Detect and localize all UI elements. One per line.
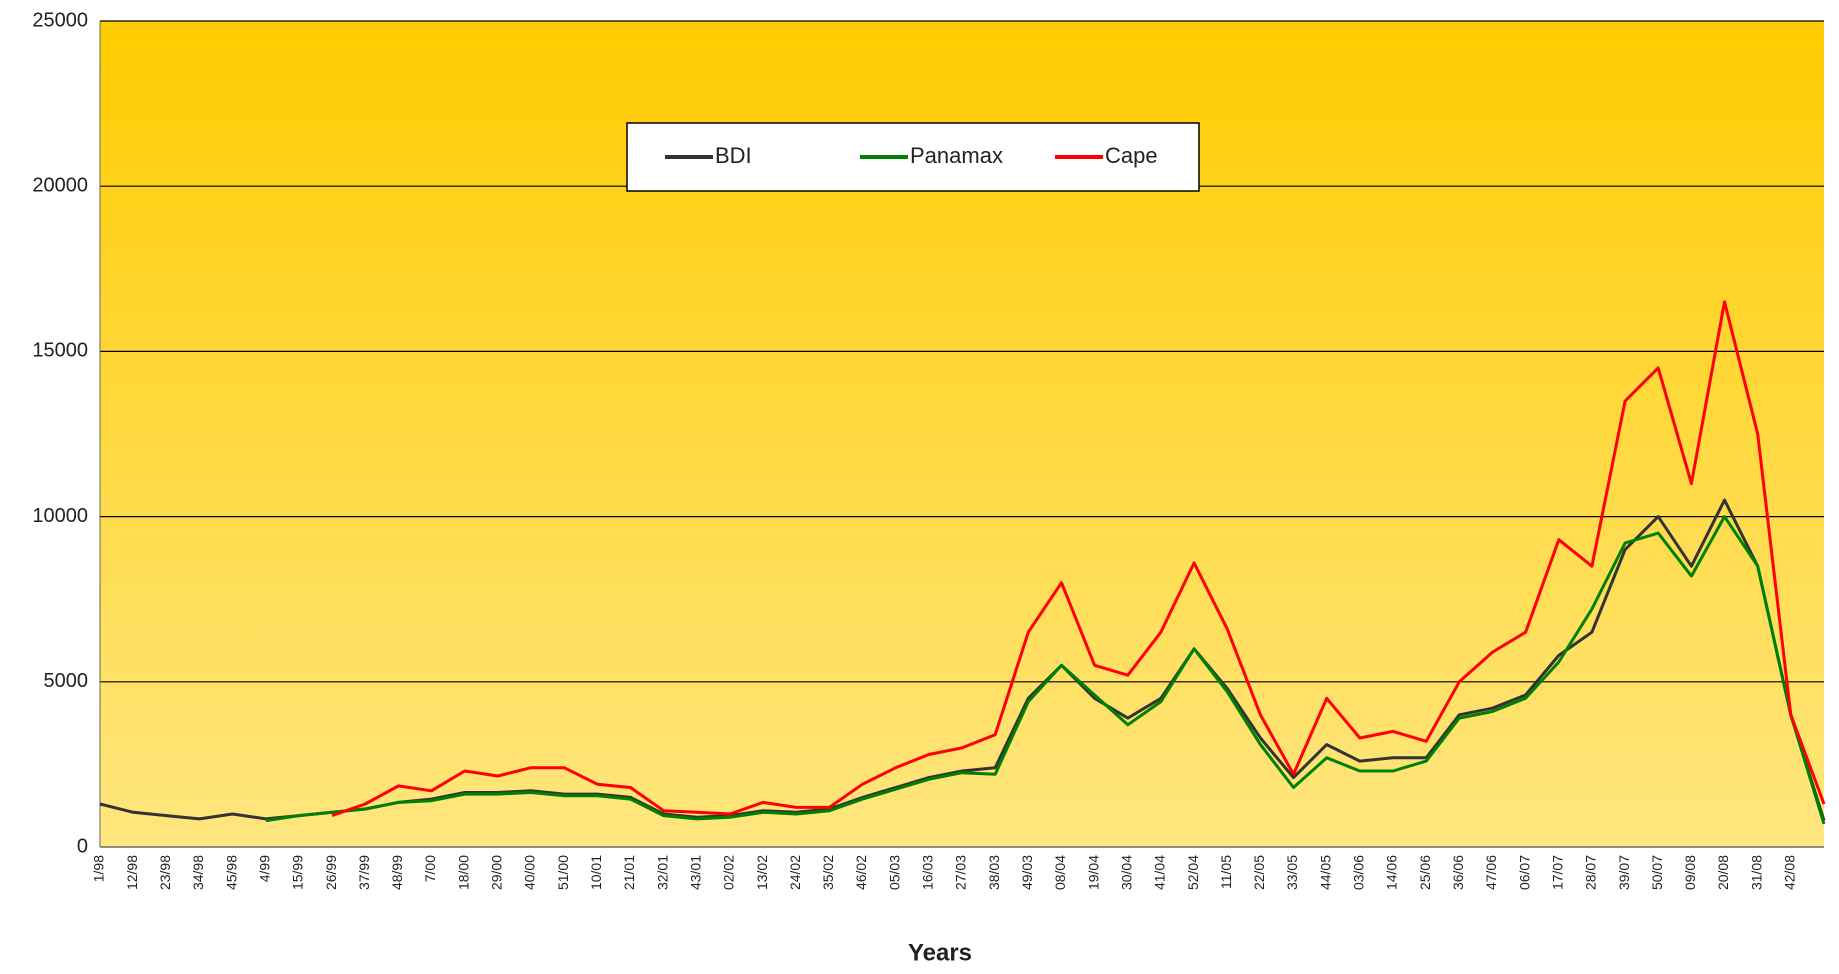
x-tick-label: 41/04 (1152, 855, 1168, 890)
x-tick-label: 12/98 (124, 855, 140, 890)
x-tick-label: 20/08 (1715, 855, 1731, 890)
x-tick-label: 26/99 (323, 855, 339, 890)
x-tick-label: 10/01 (588, 855, 604, 890)
x-tick-label: 35/02 (820, 855, 836, 890)
x-tick-label: 34/98 (190, 855, 206, 890)
legend-label: BDI (715, 143, 752, 168)
x-tick-label: 39/07 (1616, 855, 1632, 890)
x-tick-label: 36/06 (1450, 855, 1466, 890)
x-tick-label: 16/03 (920, 855, 936, 890)
x-tick-label: 51/00 (555, 855, 571, 890)
x-tick-label: 46/02 (853, 855, 869, 890)
y-tick-label: 5000 (44, 670, 89, 692)
legend-label: Panamax (910, 143, 1003, 168)
x-tick-label: 4/99 (256, 855, 272, 882)
y-tick-label: 15000 (32, 340, 88, 362)
x-tick-label: 1/98 (91, 855, 107, 882)
x-tick-label: 14/06 (1384, 855, 1400, 890)
x-tick-label: 08/04 (1052, 855, 1068, 890)
x-tick-label: 25/06 (1417, 855, 1433, 890)
x-tick-label: 42/08 (1782, 855, 1798, 890)
x-tick-label: 17/07 (1549, 855, 1565, 890)
x-tick-label: 13/02 (754, 855, 770, 890)
x-tick-label: 37/99 (356, 855, 372, 890)
series-line (265, 515, 1826, 825)
x-axis-title: Years (908, 939, 972, 966)
x-tick-label: 06/07 (1516, 855, 1532, 890)
x-tick-label: 43/01 (687, 855, 703, 890)
x-tick-label: 32/01 (654, 855, 670, 890)
x-tick-label: 19/04 (1085, 855, 1101, 890)
x-tick-label: 52/04 (1185, 855, 1201, 890)
x-tick-label: 38/03 (986, 855, 1002, 890)
x-tick-label: 22/05 (1251, 855, 1267, 890)
x-tick-label: 29/00 (489, 855, 505, 890)
x-tick-label: 49/03 (1019, 855, 1035, 890)
x-tick-label: 21/01 (621, 855, 637, 890)
x-tick-label: 33/05 (1284, 855, 1300, 890)
x-tick-label: 05/03 (886, 855, 902, 890)
x-tick-label: 44/05 (1317, 855, 1333, 890)
x-tick-label: 23/98 (157, 855, 173, 890)
x-tick-label: 7/00 (422, 855, 438, 882)
x-tick-label: 09/08 (1682, 855, 1698, 890)
x-tick-label: 15/99 (290, 855, 306, 890)
y-tick-label: 10000 (32, 505, 88, 527)
x-tick-label: 30/04 (1118, 855, 1134, 890)
y-tick-label: 20000 (32, 174, 88, 196)
x-tick-label: 03/06 (1351, 855, 1367, 890)
legend-label: Cape (1105, 143, 1158, 168)
y-tick-label: 0 (77, 835, 88, 857)
series-line (331, 300, 1826, 818)
y-tick-label: 25000 (32, 9, 88, 31)
x-tick-label: 45/98 (223, 855, 239, 890)
x-tick-label: 24/02 (787, 855, 803, 890)
legend-box (626, 122, 1200, 192)
x-tick-label: 31/08 (1748, 855, 1764, 890)
legend: BDI Panamax Cape (626, 122, 1200, 192)
x-tick-label: 18/00 (455, 855, 471, 890)
x-tick-label: 40/00 (522, 855, 538, 890)
x-tick-label: 28/07 (1583, 855, 1599, 890)
x-tick-label: 02/02 (721, 855, 737, 890)
x-tick-label: 48/99 (389, 855, 405, 890)
x-tick-label: 27/03 (953, 855, 969, 890)
x-tick-label: 50/07 (1649, 855, 1665, 890)
x-tick-label: 47/06 (1483, 855, 1499, 890)
x-tick-label: 11/05 (1218, 855, 1234, 889)
